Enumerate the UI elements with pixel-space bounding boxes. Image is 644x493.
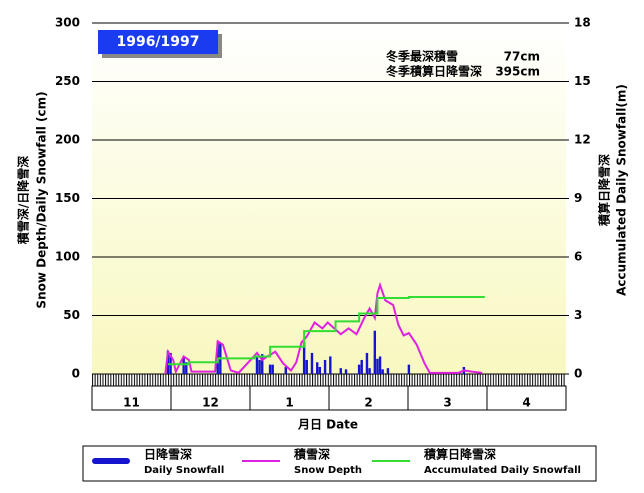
y2-tick-label: 9 xyxy=(574,191,582,205)
y-tick-label: 50 xyxy=(63,308,80,322)
y2-tick-label: 18 xyxy=(574,16,591,30)
y2-tick-label: 3 xyxy=(574,308,582,322)
y-tick-label: 250 xyxy=(55,74,80,88)
bar xyxy=(381,369,384,374)
y2-axis-label-en: Accumulated Daily Snowfall(m) xyxy=(615,84,629,296)
bar xyxy=(368,368,371,374)
bar xyxy=(344,369,348,374)
bar xyxy=(268,364,272,374)
bar xyxy=(302,342,306,374)
bar xyxy=(166,350,170,374)
line xyxy=(167,295,485,366)
title-box xyxy=(98,30,218,54)
x-tick-label: 4 xyxy=(522,396,530,410)
day-ticks xyxy=(92,374,566,386)
bar xyxy=(373,330,377,374)
annotation-value: 77cm xyxy=(504,50,540,64)
y-tick-label: 100 xyxy=(55,250,80,264)
y2-tick-label: 0 xyxy=(574,367,582,381)
legend-label-en: Accumulated Daily Snowfall xyxy=(424,465,581,476)
y2-tick-label: 6 xyxy=(574,250,582,264)
bar xyxy=(310,352,314,374)
y2-tick-label: 15 xyxy=(574,74,591,88)
y-tick-label: 300 xyxy=(55,16,80,30)
annotation-label: 冬季積算日降雪深 xyxy=(386,64,482,79)
bar xyxy=(182,357,185,374)
bar xyxy=(284,366,287,374)
y-tick-label: 200 xyxy=(55,133,80,147)
x-tick-label: 1 xyxy=(285,396,293,410)
bar xyxy=(323,359,327,374)
bar xyxy=(378,356,382,374)
bar xyxy=(318,366,322,374)
legend-label: 日降雪深 xyxy=(144,447,192,462)
bar xyxy=(357,364,361,374)
bar xyxy=(185,362,188,374)
bar xyxy=(271,364,274,374)
y-axis-label-en: Snow Depth/Daily Snowfall (cm) xyxy=(35,91,49,308)
x-tick-label: 12 xyxy=(202,396,219,410)
legend-label: 積算日降雪深 xyxy=(423,447,496,462)
bar xyxy=(365,352,369,374)
bar xyxy=(255,356,259,374)
bar xyxy=(360,359,363,374)
bar xyxy=(261,354,264,374)
legend xyxy=(82,445,597,482)
legend-swatch xyxy=(92,458,130,464)
y-tick-label: 150 xyxy=(55,191,80,205)
bar xyxy=(329,356,332,374)
bar xyxy=(258,359,261,374)
legend-label: 積雪深 xyxy=(293,447,330,462)
x-tick-label: 11 xyxy=(123,396,140,410)
y-tick-label: 0 xyxy=(72,367,80,381)
legend-label-en: Daily Snowfall xyxy=(144,465,224,476)
bar xyxy=(386,368,390,374)
y2-axis-label: 積算日降雪深 xyxy=(597,154,612,227)
chart-title: 1996/1997 xyxy=(116,34,199,50)
x-axis-label: 月日 Date xyxy=(297,418,358,432)
y2-tick-label: 12 xyxy=(574,133,591,147)
x-tick-label: 3 xyxy=(443,396,451,410)
bar xyxy=(316,362,319,374)
annotation-value: 395cm xyxy=(495,65,540,79)
bar xyxy=(339,368,342,374)
annotation-label: 冬季最深積雪 xyxy=(386,49,458,64)
bar xyxy=(407,364,411,374)
legend-label-en: Snow Depth xyxy=(294,465,362,476)
bar xyxy=(376,358,379,374)
x-tick-label: 2 xyxy=(364,396,372,410)
bar xyxy=(305,359,308,374)
y-axis-label: 積雪深/日降雪深 xyxy=(16,156,31,245)
